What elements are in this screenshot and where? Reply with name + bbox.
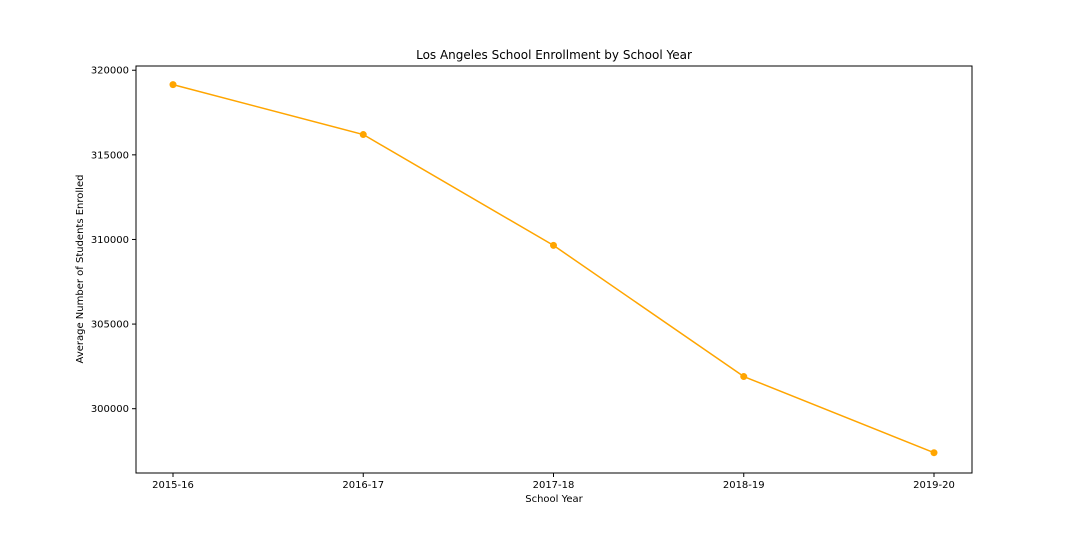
x-tick-label: 2019-20 xyxy=(913,480,955,491)
chart-title: Los Angeles School Enrollment by School … xyxy=(416,48,692,62)
x-tick-label: 2015-16 xyxy=(152,480,194,491)
x-tick-label: 2017-18 xyxy=(533,480,575,491)
x-axis-label: School Year xyxy=(525,494,583,505)
data-point xyxy=(550,241,557,249)
data-point xyxy=(359,131,367,139)
y-tick-label: 300000 xyxy=(91,404,129,415)
y-axis-label: Average Number of Students Enrolled xyxy=(75,175,86,364)
x-tick-label: 2016-17 xyxy=(342,480,384,491)
plot-frame xyxy=(135,65,973,474)
y-tick-label: 305000 xyxy=(91,320,129,331)
data-point xyxy=(740,373,748,381)
y-tick-label: 315000 xyxy=(91,150,129,161)
data-point xyxy=(169,81,177,89)
data-point xyxy=(930,449,938,457)
axis-ticks: 2015-16 2016-17 2017-18 2018-19 2019-20 30000… xyxy=(91,66,955,491)
series-layer xyxy=(169,81,938,457)
y-tick-label: 320000 xyxy=(91,66,129,77)
x-tick-label: 2018-19 xyxy=(723,480,765,491)
y-tick-label: 310000 xyxy=(91,235,129,246)
